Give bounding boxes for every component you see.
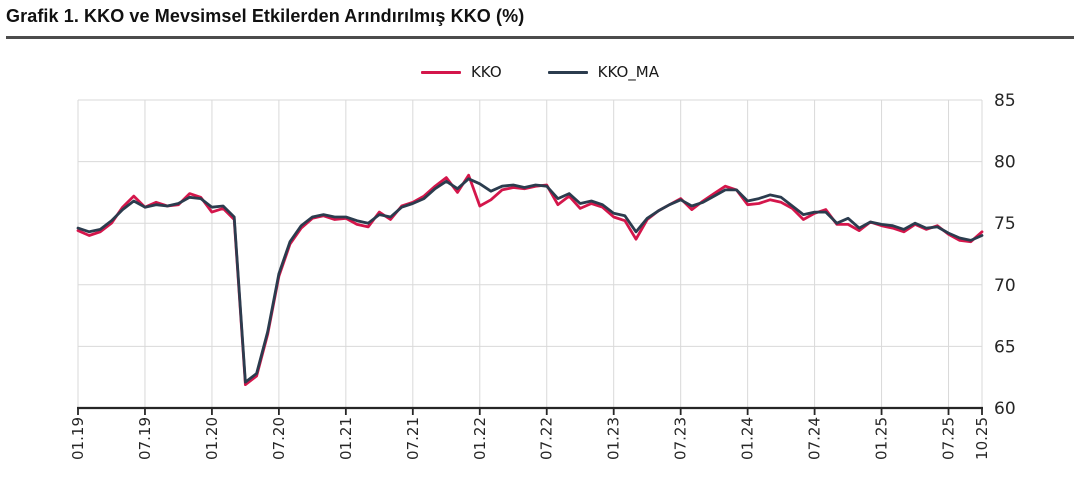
x-tick-label: 01.23 [605,417,623,460]
x-tick-label: 07.23 [672,417,690,460]
y-tick-label: 70 [994,276,1016,296]
legend-item-kko_ma: KKO_MA [547,63,660,81]
x-tick-label: 01.25 [873,417,891,460]
x-tick-label: 07.21 [404,417,422,460]
x-tick-label: 07.24 [806,417,824,460]
legend-swatch-kko [420,70,461,74]
legend-item-kko: KKO [420,63,502,81]
x-tick-label: 10.25 [973,417,991,460]
x-tick-label: 07.22 [538,417,556,460]
y-tick-label: 65 [994,337,1016,357]
y-tick-label: 60 [994,399,1016,419]
x-tick-label: 01.24 [739,417,757,460]
y-tick-label: 80 [994,153,1016,173]
x-tick-label: 01.20 [203,417,221,460]
y-tick-label: 75 [994,214,1016,234]
chart-legend: KKO KKO_MA [0,63,1080,81]
legend-label: KKO [470,63,502,81]
chart-header: Grafik 1. KKO ve Mevsimsel Etkilerden Ar… [6,6,1074,39]
chart-line-kko_ma [76,177,984,384]
x-tick-label: 07.25 [940,417,958,460]
x-tick-label: 07.20 [270,417,288,460]
x-tick-label: 01.22 [471,417,489,460]
chart-title: Grafik 1. KKO ve Mevsimsel Etkilerden Ar… [6,6,525,26]
x-tick-label: 01.21 [337,417,355,460]
y-tick-label: 85 [994,91,1016,111]
x-tick-label: 01.19 [69,417,87,460]
legend-label: KKO_MA [597,63,660,81]
legend-swatch-kko_ma [547,70,588,74]
x-tick-label: 07.19 [136,417,154,460]
